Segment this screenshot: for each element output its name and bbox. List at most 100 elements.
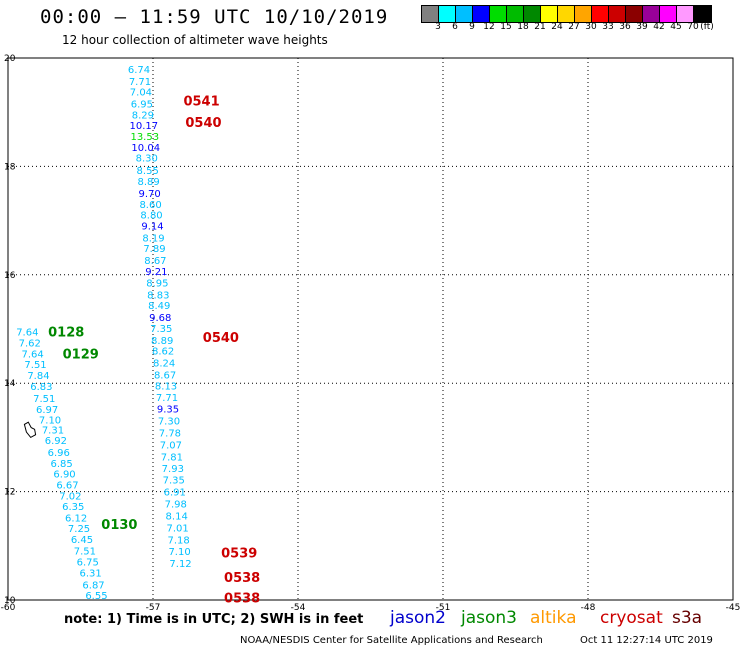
island-outline — [23, 421, 37, 439]
wave-height-value: 8.67 — [154, 371, 176, 382]
wave-height-value: 7.02 — [59, 491, 81, 502]
wave-height-value: 8.62 — [152, 347, 174, 358]
color-scale-cell — [558, 6, 575, 22]
wave-height-value: 8.13 — [155, 381, 177, 392]
lat-tick-label: 12 — [4, 488, 15, 498]
color-scale-cell — [439, 6, 456, 22]
wave-height-value: 8.19 — [142, 233, 164, 244]
wave-height-value: 6.31 — [80, 568, 102, 579]
wave-height-value: 7.84 — [27, 371, 49, 382]
color-scale-cell — [541, 6, 558, 22]
color-scale-cell — [473, 6, 490, 22]
page-title: 00:00 – 11:59 UTC 10/10/2019 — [40, 6, 389, 28]
wave-height-value: 8.89 — [138, 177, 160, 188]
wave-height-value: 6.87 — [82, 580, 104, 591]
wave-height-value: 7.51 — [74, 547, 96, 558]
map-frame — [7, 57, 734, 601]
page-subtitle: 12 hour collection of altimeter wave hei… — [62, 33, 328, 47]
lon-tick-label: -51 — [436, 603, 451, 610]
lat-tick-label: 20 — [4, 54, 16, 64]
color-scale-cell — [456, 6, 473, 22]
wave-height-value: 9.68 — [149, 313, 171, 324]
wave-height-value: 6.75 — [77, 558, 99, 569]
wave-height-value: 7.81 — [161, 452, 183, 463]
wave-height-value: 10.04 — [131, 143, 160, 154]
wave-height-value: 7.98 — [165, 500, 187, 511]
wave-height-value: 7.71 — [156, 393, 178, 404]
wave-height-value: 8.49 — [148, 301, 170, 312]
legend-jason2: jason2 — [390, 608, 446, 628]
lon-tick-label: -45 — [726, 603, 740, 610]
pass-time-label: 0128 — [48, 326, 84, 341]
wave-height-value: 7.12 — [169, 559, 191, 570]
color-scale-label: (ft) — [700, 22, 714, 32]
wave-height-value: 7.51 — [24, 360, 46, 371]
color-scale-bar — [421, 5, 712, 23]
wave-height-value: 8.60 — [139, 200, 161, 211]
color-scale-cell — [677, 6, 694, 22]
wave-height-map: -60 -57 -54 -51 -48 -452018161412107.647.627.… — [1, 54, 740, 610]
pass-time-label: 0540 — [185, 116, 221, 131]
wave-height-value: 9.35 — [157, 405, 179, 416]
wave-height-value: 7.71 — [129, 77, 151, 88]
footer-timestamp: Oct 11 12:27:14 UTC 2019 — [580, 635, 713, 646]
legend-jason3: jason3 — [461, 608, 517, 628]
wave-height-value: 13.53 — [130, 132, 159, 143]
wave-height-value: 6.67 — [56, 481, 78, 492]
wave-height-value: 7.10 — [168, 547, 190, 558]
color-scale-cell — [575, 6, 592, 22]
wave-height-value: 8.83 — [147, 290, 169, 301]
wave-height-value: 7.18 — [167, 535, 189, 546]
wave-height-value: 7.25 — [68, 524, 90, 535]
color-scale-cell — [507, 6, 524, 22]
wave-height-value: 9.14 — [141, 221, 163, 232]
wave-height-value: 8.89 — [151, 336, 173, 347]
wave-height-value: 7.64 — [16, 328, 38, 339]
units-note: note: 1) Time is in UTC; 2) SWH is in fe… — [64, 612, 364, 627]
wave-height-value: 8.24 — [153, 359, 175, 370]
wave-height-value: 9.70 — [138, 189, 160, 200]
color-scale-cell — [694, 6, 711, 22]
color-scale-label: 18 — [517, 22, 529, 32]
wave-height-value: 7.78 — [159, 429, 181, 440]
wave-height-value: 7.30 — [158, 417, 180, 428]
color-scale-label: 70 — [687, 22, 699, 32]
wave-height-value: 8.67 — [144, 256, 166, 267]
wave-height-value: 7.31 — [42, 425, 64, 436]
color-scale-label: 39 — [636, 22, 648, 32]
legend-cryosat: cryosat — [600, 608, 663, 628]
wave-height-value: 6.12 — [65, 514, 87, 525]
wave-height-value: 6.83 — [30, 382, 52, 393]
color-scale-label: 24 — [551, 22, 563, 32]
color-scale-cell — [592, 6, 609, 22]
wave-height-value: 7.64 — [22, 349, 44, 360]
wave-height-value: 7.62 — [19, 339, 41, 350]
lat-tick-label: 14 — [4, 379, 16, 389]
wave-height-value: 6.45 — [71, 535, 93, 546]
legend-s3a: s3a — [672, 608, 703, 628]
lat-tick-label: 16 — [4, 271, 16, 281]
lat-tick-label: 18 — [4, 162, 16, 172]
wave-height-value: 7.10 — [39, 416, 61, 427]
pass-time-label: 0541 — [183, 94, 219, 109]
wave-height-value: 8.55 — [137, 166, 159, 177]
wave-height-value: 7.51 — [33, 394, 55, 405]
wave-height-value: 6.35 — [62, 502, 84, 513]
wave-height-value: 9.21 — [145, 267, 167, 278]
wave-height-value: 8.14 — [166, 511, 188, 522]
color-scale-label: 27 — [568, 22, 580, 32]
wave-height-value: 7.93 — [162, 464, 184, 475]
lon-tick-label: -57 — [146, 603, 161, 610]
pass-time-label: 0538 — [224, 571, 260, 586]
wave-height-value: 7.35 — [163, 476, 185, 487]
wave-height-value: 8.29 — [132, 110, 154, 121]
color-scale-cell — [524, 6, 541, 22]
color-scale-cell — [626, 6, 643, 22]
color-scale-label: 36 — [619, 22, 631, 32]
color-scale-cell — [490, 6, 507, 22]
wave-height-value: 6.55 — [85, 591, 107, 602]
pass-time-label: 0130 — [101, 518, 137, 533]
legend-altika: altika — [530, 608, 577, 628]
color-scale-cell — [660, 6, 677, 22]
wave-height-value: 6.97 — [36, 405, 58, 416]
